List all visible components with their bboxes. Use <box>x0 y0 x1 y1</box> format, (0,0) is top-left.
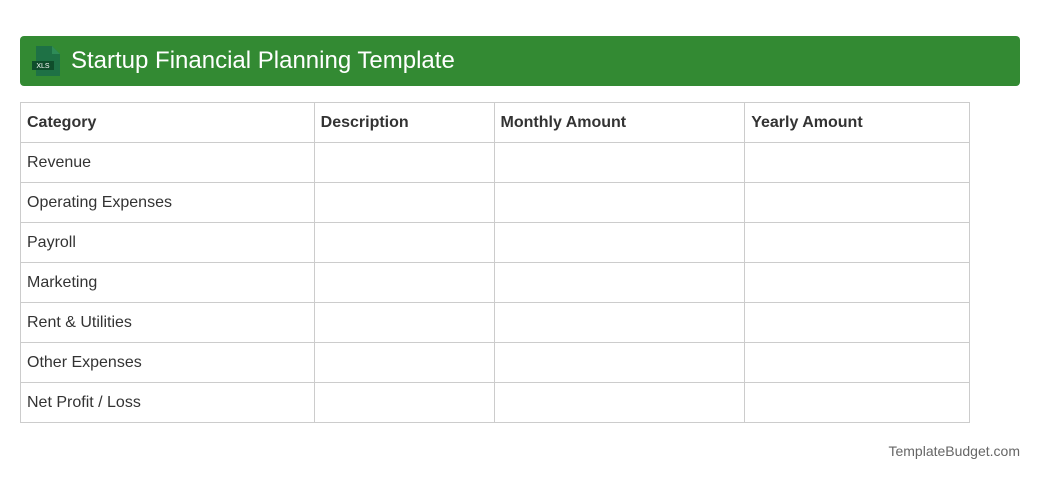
column-header: Yearly Amount <box>744 102 970 143</box>
table-cell <box>493 182 746 223</box>
table-cell <box>493 262 746 303</box>
table-cell: Marketing <box>20 262 315 303</box>
table-row: Rent & Utilities <box>20 302 970 343</box>
column-header: Category <box>20 102 315 143</box>
column-header: Monthly Amount <box>493 102 746 143</box>
table-cell <box>493 342 746 383</box>
table-cell <box>313 222 495 263</box>
table-cell: Operating Expenses <box>20 182 315 223</box>
table-row: Revenue <box>20 142 970 183</box>
table-cell <box>493 302 746 343</box>
table-cell <box>744 302 970 343</box>
footer-brand: TemplateBudget.com <box>888 443 1020 459</box>
table-cell <box>744 142 970 183</box>
page-header: XLS Startup Financial Planning Template <box>20 36 1020 86</box>
table-header-row: Category Description Monthly Amount Year… <box>20 102 970 143</box>
table-row: Operating Expenses <box>20 182 970 223</box>
table-cell: Rent & Utilities <box>20 302 315 343</box>
table-cell <box>313 302 495 343</box>
table-row: Other Expenses <box>20 342 970 383</box>
table-row: Net Profit / Loss <box>20 382 970 423</box>
table-cell <box>313 142 495 183</box>
table-cell <box>744 382 970 423</box>
financial-planning-table: Category Description Monthly Amount Year… <box>20 102 970 423</box>
table-row: Marketing <box>20 262 970 303</box>
table-cell: Revenue <box>20 142 315 183</box>
table-cell <box>744 182 970 223</box>
page-title: Startup Financial Planning Template <box>71 47 455 74</box>
table-cell <box>313 182 495 223</box>
table-cell <box>493 222 746 263</box>
svg-text:XLS: XLS <box>36 63 50 70</box>
xls-file-icon: XLS <box>32 46 60 76</box>
column-header: Description <box>313 102 495 143</box>
table-cell: Payroll <box>20 222 315 263</box>
table-cell <box>744 262 970 303</box>
table-cell <box>493 142 746 183</box>
table-cell: Other Expenses <box>20 342 315 383</box>
table-cell <box>744 222 970 263</box>
table-cell <box>313 382 495 423</box>
table-cell <box>313 342 495 383</box>
table-row: Payroll <box>20 222 970 263</box>
table-cell: Net Profit / Loss <box>20 382 315 423</box>
table-cell <box>744 342 970 383</box>
table-cell <box>313 262 495 303</box>
table-cell <box>493 382 746 423</box>
